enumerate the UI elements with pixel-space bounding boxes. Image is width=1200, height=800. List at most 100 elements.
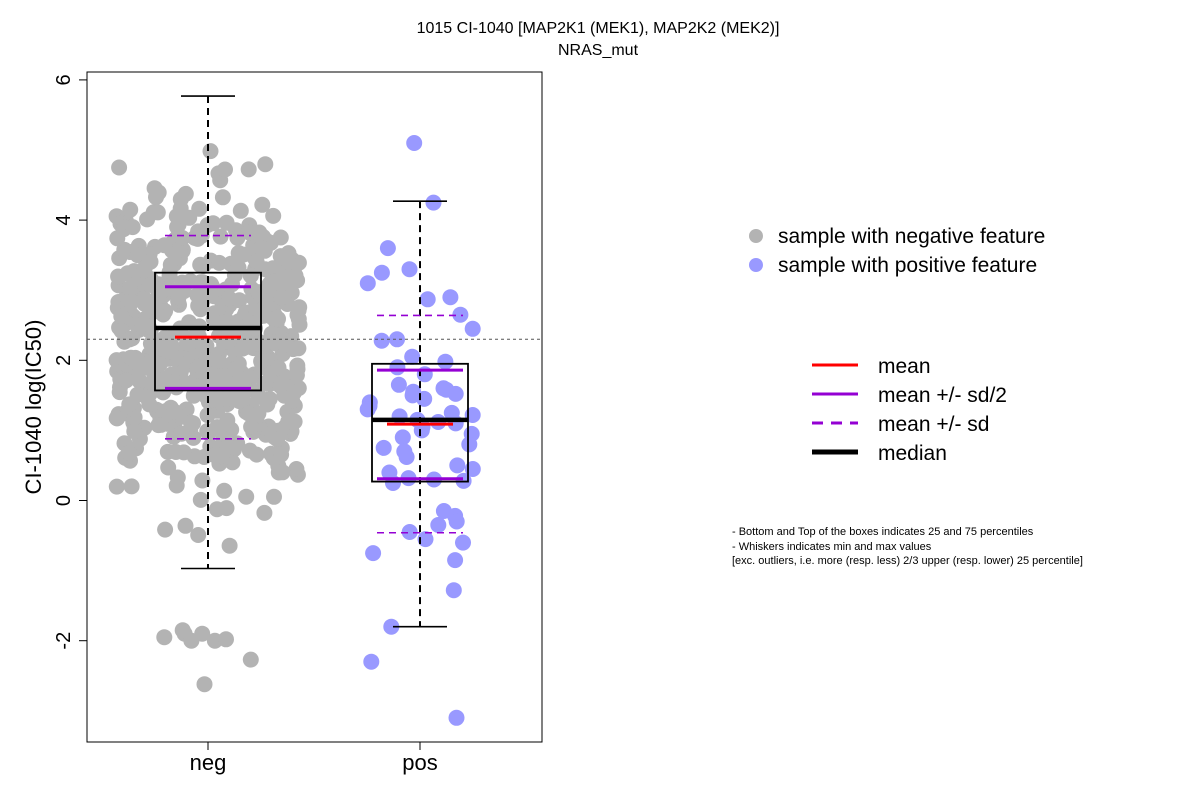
neg-point (209, 419, 226, 436)
legend: sample with negative feature sample with … (749, 225, 1045, 465)
neg-point (109, 230, 126, 247)
pos-point (365, 545, 382, 562)
pos-point (437, 353, 454, 370)
pos-point (445, 582, 462, 599)
neg-point (196, 676, 213, 693)
neg-point (113, 308, 130, 325)
neg-point (286, 384, 302, 401)
neg-point (126, 423, 143, 440)
neg-point (265, 207, 282, 224)
neg-point (288, 461, 305, 477)
neg-point (109, 410, 126, 427)
legend-label: mean (878, 355, 931, 378)
footnotes: - Bottom and Top of the boxes indicates … (732, 525, 1083, 569)
neg-point (150, 417, 167, 434)
legend-marker (749, 258, 763, 272)
iqr-box (154, 271, 262, 392)
legend-label: median (878, 442, 947, 465)
pos-point (448, 709, 465, 726)
neg-point (173, 425, 190, 442)
pos-point (448, 513, 465, 530)
pos-point (464, 320, 481, 337)
neg-point (230, 245, 247, 261)
neg-point (168, 477, 185, 494)
footnote-line: [exc. outliers, i.e. more (resp. less) 2… (732, 555, 1083, 567)
neg-point (248, 446, 265, 463)
legend-label: sample with negative feature (778, 225, 1045, 248)
neg-point (124, 219, 141, 236)
neg-point (212, 228, 229, 245)
chart-title: 1015 CI-1040 [MAP2K1 (MEK1), MAP2K2 (MEK… (417, 20, 780, 37)
neg-point (177, 517, 194, 534)
neg-point (156, 237, 173, 254)
x-tick-label: pos (402, 750, 437, 775)
neg-point (175, 444, 192, 461)
neg-point (289, 361, 306, 378)
pos-point (455, 534, 471, 551)
neg-point (123, 293, 140, 310)
pos-point (401, 261, 418, 278)
neg-point (254, 196, 271, 213)
neg-point (270, 310, 286, 327)
y-tick-label: 4 (53, 215, 75, 226)
neg-point (108, 478, 125, 495)
chart-subtitle: NRAS_mut (558, 42, 639, 59)
neg-point (122, 349, 139, 366)
neg-point (250, 388, 267, 405)
neg-point (149, 204, 166, 221)
pos-point (425, 194, 442, 211)
neg-point (240, 405, 257, 422)
pos-point (406, 135, 423, 151)
axes-layer: -2 0 2 4 6 neg pos (53, 74, 438, 775)
neg-point (273, 374, 290, 391)
neg-point (157, 521, 174, 538)
pos-point (416, 390, 433, 407)
neg-point (257, 156, 274, 173)
legend-label: sample with positive feature (778, 254, 1037, 277)
neg-point (214, 189, 231, 206)
pos-point (419, 291, 436, 308)
neg-point (238, 488, 255, 505)
neg-point (177, 185, 194, 202)
y-tick-label: -2 (53, 632, 75, 650)
neg-point (217, 161, 233, 178)
neg-point (199, 372, 216, 389)
neg-point (230, 259, 247, 276)
neg-point (240, 161, 257, 178)
boxes-layer (87, 95, 542, 628)
neg-point (218, 390, 235, 407)
neg-point (129, 247, 146, 264)
neg-point (194, 472, 211, 489)
neg-point (273, 446, 290, 463)
pos-point (363, 653, 380, 670)
pos-point (359, 401, 376, 418)
neg-point (216, 482, 233, 499)
neg-point (111, 159, 128, 176)
legend-label: mean +/- sd/2 (878, 384, 1007, 407)
neg-point (160, 459, 177, 476)
neg-point (266, 334, 283, 351)
neg-point (141, 276, 158, 293)
neg-point (256, 504, 273, 521)
neg-point (121, 396, 138, 413)
neg-point (266, 488, 282, 505)
pos-point (401, 524, 418, 540)
neg-point (190, 223, 207, 240)
pos-point (413, 422, 430, 439)
pos-point (375, 439, 392, 456)
y-tick-label: 6 (53, 74, 75, 85)
pos-point (447, 385, 464, 402)
neg-point (116, 333, 133, 350)
neg-point (205, 215, 222, 232)
pos-point (461, 436, 478, 453)
neg-point (255, 307, 272, 324)
neg-point (143, 298, 160, 315)
neg-point (265, 260, 281, 277)
neg-point (291, 299, 308, 316)
neg-point (174, 622, 191, 639)
neg-point (280, 245, 297, 262)
pos-point (442, 289, 459, 306)
neg-point (123, 478, 140, 495)
neg-point (164, 374, 181, 391)
